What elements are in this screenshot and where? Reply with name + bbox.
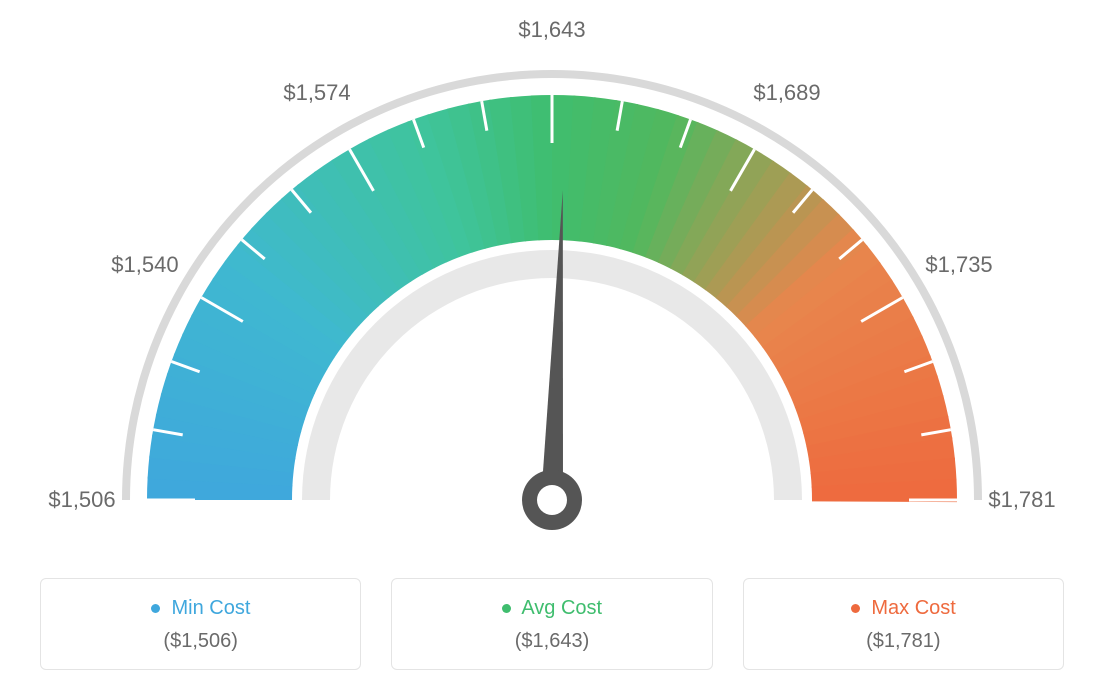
min-cost-title: Min Cost xyxy=(51,597,350,620)
summary-cards: Min Cost ($1,506) Avg Cost ($1,643) Max … xyxy=(40,578,1064,670)
max-dot-icon xyxy=(851,604,860,613)
gauge-tick-label: $1,506 xyxy=(48,487,115,513)
min-dot-icon xyxy=(151,604,160,613)
gauge-tick-label: $1,735 xyxy=(925,252,992,278)
avg-dot-icon xyxy=(502,604,511,613)
max-cost-label: Max Cost xyxy=(871,597,955,619)
min-cost-label: Min Cost xyxy=(171,597,250,619)
gauge-tick-label: $1,540 xyxy=(111,252,178,278)
gauge-tick-label: $1,781 xyxy=(988,487,1055,513)
avg-cost-label: Avg Cost xyxy=(521,597,602,619)
max-cost-value: ($1,781) xyxy=(754,630,1053,653)
max-cost-title: Max Cost xyxy=(754,597,1053,620)
gauge-chart: $1,506 $1,540 $1,574 $1,643 $1,689 $1,735 $1,7… xyxy=(0,0,1104,540)
gauge-tick-label: $1,689 xyxy=(753,80,820,106)
avg-cost-title: Avg Cost xyxy=(402,597,701,620)
max-cost-card: Max Cost ($1,781) xyxy=(743,578,1064,670)
gauge-tick-label: $1,574 xyxy=(283,80,350,106)
avg-cost-value: ($1,643) xyxy=(402,630,701,653)
min-cost-card: Min Cost ($1,506) xyxy=(40,578,361,670)
gauge-tick-label: $1,643 xyxy=(518,17,585,43)
min-cost-value: ($1,506) xyxy=(51,630,350,653)
avg-cost-card: Avg Cost ($1,643) xyxy=(391,578,712,670)
